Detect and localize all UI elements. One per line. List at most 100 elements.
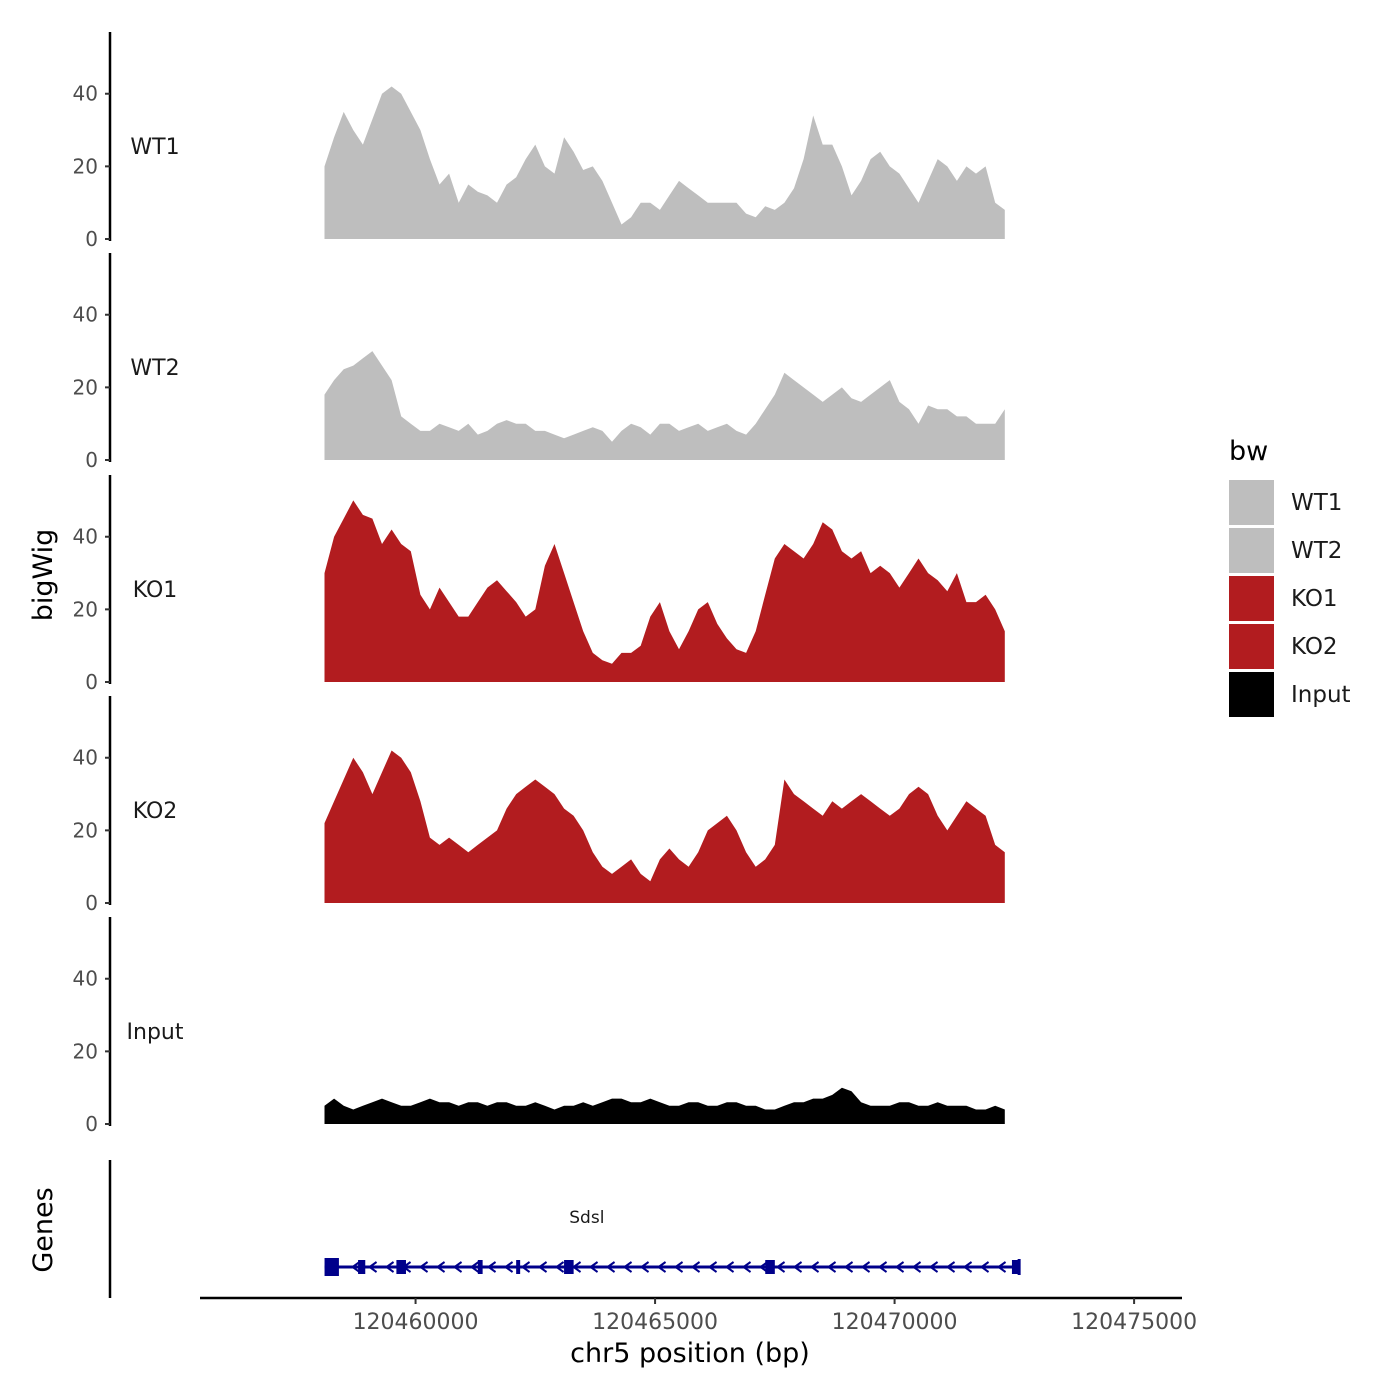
legend-swatch-wt1 [1229, 480, 1274, 525]
strand-arrow [435, 1261, 446, 1273]
strand-arrow [707, 1261, 718, 1273]
track-panel-ko1: 0 20 40 KO1 [73, 475, 1005, 694]
y-tick-label: 40 [73, 746, 98, 770]
y-tick-label: 40 [73, 525, 98, 549]
strand-arrow [554, 1261, 565, 1273]
gene-name-label: Sdsl [569, 1208, 604, 1228]
strand-arrow [486, 1261, 497, 1273]
track-label-wt2: WT2 [130, 356, 179, 381]
strand-arrow [639, 1261, 650, 1273]
strand-arrow [894, 1261, 905, 1273]
y-axis-title: bigWig [28, 529, 59, 622]
gene-exon [324, 1258, 339, 1276]
strand-arrow [673, 1261, 684, 1273]
strand-arrow [741, 1261, 752, 1273]
signal-area-wt1 [324, 86, 1005, 239]
strand-arrow [503, 1261, 514, 1273]
strand-arrow [724, 1261, 735, 1273]
y-tick-label: 40 [73, 303, 98, 327]
legend-swatch-ko1 [1229, 576, 1274, 621]
legend-swatch-ko2 [1229, 624, 1274, 669]
y-tick-label: 0 [85, 227, 98, 251]
y-tick-label: 40 [73, 967, 98, 991]
strand-arrow [588, 1261, 599, 1273]
strand-arrow [656, 1261, 667, 1273]
track-label-wt1: WT1 [130, 135, 179, 160]
legend-label-input: Input [1291, 682, 1351, 708]
strand-arrow [350, 1261, 361, 1273]
track-panel-input: 0 20 40 Input [73, 917, 1005, 1136]
strand-arrow [520, 1261, 531, 1273]
strand-arrow [792, 1261, 803, 1273]
strand-arrow [690, 1261, 701, 1273]
legend-swatch-input [1229, 672, 1274, 717]
track-panel-wt2: 0 20 40 WT2 [73, 253, 1005, 472]
gene-exon [765, 1260, 775, 1274]
gene-panel: Sdsl [108, 1160, 1021, 1298]
strand-arrow [622, 1261, 633, 1273]
y-tick-label: 0 [85, 670, 98, 694]
legend-label-wt2: WT2 [1291, 538, 1342, 564]
gene-exon [516, 1260, 521, 1274]
strand-arrow [469, 1261, 480, 1273]
strand-arrow [826, 1261, 837, 1273]
strand-arrow [911, 1261, 922, 1273]
track-panel-wt1: 0 20 40 WT1 [73, 32, 1005, 251]
signal-area-input [324, 1087, 1005, 1124]
legend-title: bw [1229, 436, 1268, 467]
y-tick-label: 20 [73, 597, 98, 621]
strand-arrow [775, 1261, 786, 1273]
x-tick-label: 120470000 [832, 1310, 958, 1335]
signal-panels: 0 20 40 WT1 0 20 40 WT2 0 20 40 KO1 0 20 40 KO2 0 20 40 Inp… [73, 32, 1005, 1136]
gene-exon [396, 1260, 406, 1274]
strand-arrow [979, 1261, 990, 1273]
strand-arrow [758, 1261, 769, 1273]
signal-area-wt2 [324, 351, 1005, 460]
track-label-ko2: KO2 [133, 799, 178, 824]
strand-arrow [860, 1261, 871, 1273]
legend-label-ko1: KO1 [1291, 586, 1338, 612]
strand-arrow [843, 1261, 854, 1273]
track-label-ko1: KO1 [133, 578, 178, 603]
x-axis-title: chr5 position (bp) [570, 1338, 810, 1369]
legend: bw WT1 WT2 KO1 KO2 Input [1229, 436, 1351, 717]
gene-exon [358, 1260, 366, 1274]
legend-swatch-wt2 [1229, 528, 1274, 573]
strand-arrow [809, 1261, 820, 1273]
gene-exon [564, 1260, 574, 1274]
strand-arrow [962, 1261, 973, 1273]
gene-panel-title: Genes [28, 1187, 59, 1272]
y-tick-label: 0 [85, 448, 98, 472]
track-panel-ko2: 0 20 40 KO2 [73, 696, 1005, 915]
strand-arrow [996, 1261, 1007, 1273]
gene-exon [477, 1260, 483, 1274]
y-tick-label: 0 [85, 891, 98, 915]
legend-label-ko2: KO2 [1291, 634, 1338, 660]
strand-arrow [945, 1261, 956, 1273]
gene-sdsl: Sdsl [324, 1208, 1021, 1276]
y-tick-label: 20 [73, 818, 98, 842]
x-tick-label: 120475000 [1071, 1310, 1197, 1335]
legend-label-wt1: WT1 [1291, 490, 1342, 516]
strand-arrow [537, 1261, 548, 1273]
y-tick-label: 20 [73, 1039, 98, 1063]
track-label-input: Input [127, 1020, 184, 1045]
strand-arrow [605, 1261, 616, 1273]
strand-arrow [877, 1261, 888, 1273]
x-tick-label: 120460000 [353, 1310, 479, 1335]
strand-arrow [452, 1261, 463, 1273]
y-tick-label: 20 [73, 375, 98, 399]
strand-arrow [367, 1261, 378, 1273]
gene-exon [1011, 1260, 1020, 1274]
strand-arrow [928, 1261, 939, 1273]
strand-arrow [418, 1261, 429, 1273]
y-tick-label: 0 [85, 1112, 98, 1136]
x-tick-label: 120465000 [592, 1310, 718, 1335]
y-tick-label: 40 [73, 82, 98, 106]
signal-area-ko2 [324, 750, 1005, 903]
signal-area-ko1 [324, 500, 1005, 682]
strand-arrow [384, 1261, 395, 1273]
x-axis: 120460000 120465000 120470000 120475000 [200, 1296, 1197, 1335]
